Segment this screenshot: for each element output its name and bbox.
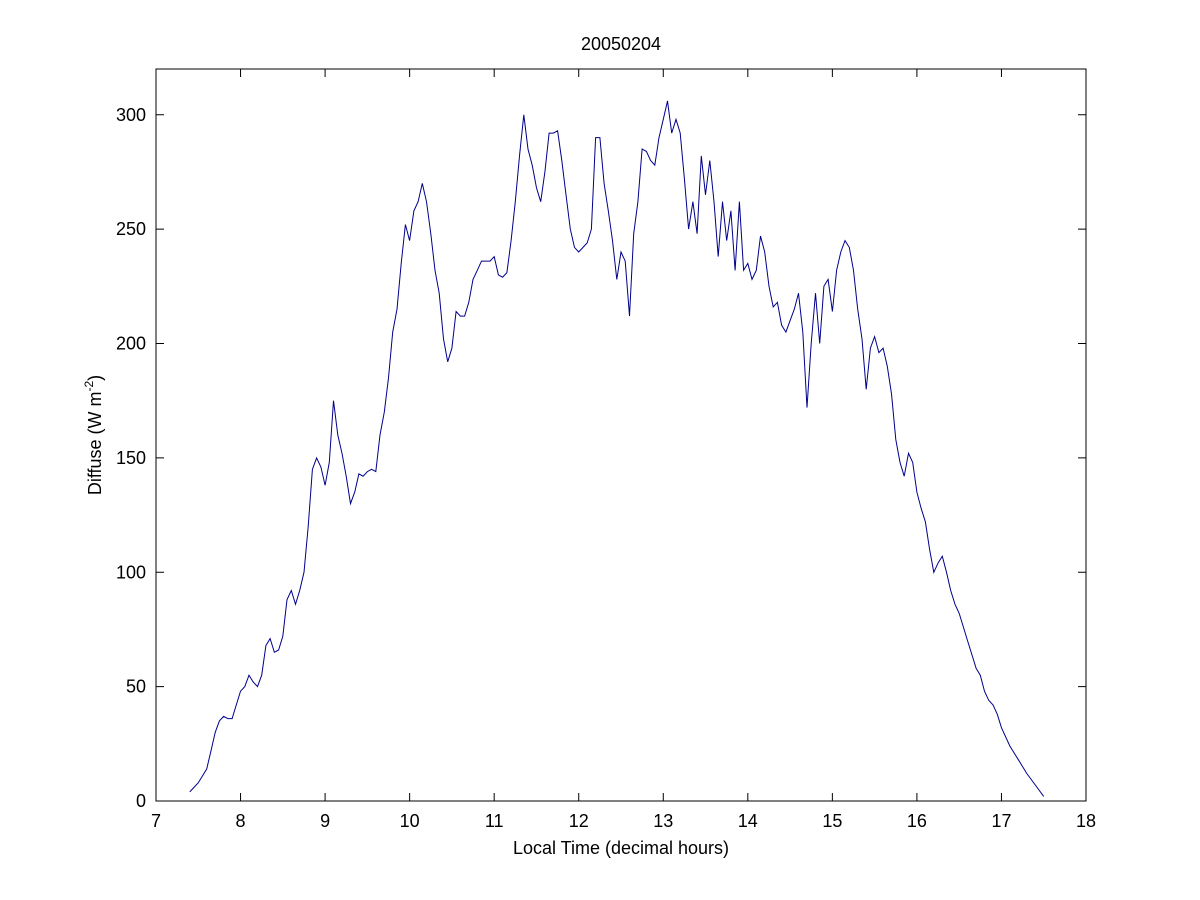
x-tick-label: 11 — [485, 811, 504, 831]
y-tick-label: 150 — [116, 448, 146, 468]
plot-area — [155, 68, 1087, 802]
y-tick-label: 200 — [116, 334, 146, 354]
x-tick-label: 16 — [907, 811, 927, 831]
x-tick-label: 18 — [1076, 811, 1096, 831]
y-tick-label: 100 — [116, 562, 146, 582]
series-line — [189, 100, 1045, 797]
y-tick-label: 0 — [136, 791, 146, 811]
x-axis-ticks: 7 8 9 10 11 12 13 14 15 16 17 18 — [151, 69, 1096, 831]
y-tick-label: 250 — [116, 219, 146, 239]
x-tick-label: 8 — [236, 811, 246, 831]
x-tick-label: 7 — [151, 811, 161, 831]
x-axis-label: Local Time (decimal hours) — [513, 838, 729, 858]
y-tick-label: 300 — [116, 105, 146, 125]
y-axis-label-main: Diffuse (W m — [85, 391, 105, 495]
x-tick-label: 15 — [822, 811, 842, 831]
y-axis-ticks: 0 50 100 150 200 250 300 — [116, 105, 1086, 811]
y-tick-label: 50 — [126, 677, 146, 697]
x-tick-label: 14 — [738, 811, 758, 831]
y-axis-label-close: ) — [85, 375, 105, 381]
y-axis-label-superscript: -2 — [82, 380, 96, 391]
x-tick-label: 9 — [320, 811, 330, 831]
x-tick-label: 12 — [569, 811, 589, 831]
chart-title: 20050204 — [581, 34, 661, 54]
x-tick-label: 13 — [653, 811, 673, 831]
y-axis-label: Diffuse (W m-2) — [82, 375, 105, 495]
x-tick-label: 17 — [991, 811, 1011, 831]
x-tick-label: 10 — [400, 811, 420, 831]
